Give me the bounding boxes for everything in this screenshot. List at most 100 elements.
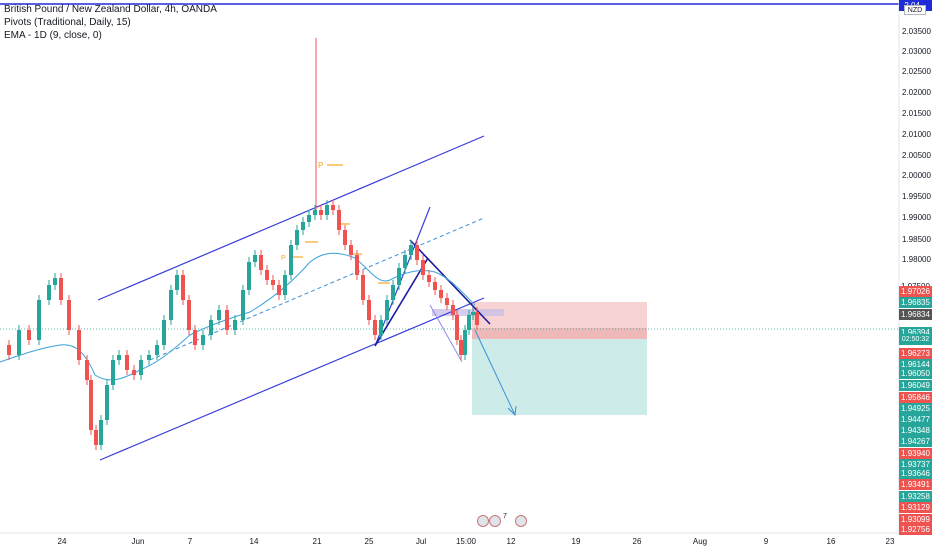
candle-body bbox=[27, 330, 31, 340]
candle-body bbox=[162, 320, 166, 345]
price-tag: 1.93129 bbox=[899, 502, 932, 513]
candle-body bbox=[147, 355, 151, 360]
price-tag: 1.96394 bbox=[899, 327, 932, 338]
price-tag: 1.93940 bbox=[899, 448, 932, 459]
candle-body bbox=[355, 255, 359, 275]
candle-body bbox=[379, 320, 383, 335]
price-tag: 1.93099 bbox=[899, 514, 932, 525]
candle-body bbox=[319, 210, 323, 215]
price-tag: 1.94925 bbox=[899, 403, 932, 414]
pattern-line-2[interactable] bbox=[374, 257, 429, 347]
candle-body bbox=[307, 215, 311, 222]
candle-body bbox=[225, 310, 229, 330]
price-tag: 1.97026 bbox=[899, 286, 932, 297]
candle-body bbox=[265, 270, 269, 280]
channel-upper-line[interactable] bbox=[97, 135, 485, 301]
pivot-label-2: P bbox=[281, 255, 286, 262]
candle-body bbox=[59, 278, 63, 300]
candle-body bbox=[47, 285, 51, 300]
candle-body bbox=[385, 300, 389, 320]
time-axis-label: Aug bbox=[692, 537, 708, 546]
candle-body bbox=[99, 420, 103, 445]
time-axis-label: Jul bbox=[415, 537, 427, 546]
event-flag-icon[interactable] bbox=[489, 515, 501, 527]
projection-line[interactable] bbox=[429, 304, 463, 363]
price-axis-label: 2.01000 bbox=[902, 130, 931, 139]
symbol-title[interactable]: British Pound / New Zealand Dollar, 4h, … bbox=[4, 4, 217, 15]
event-flag-icon[interactable] bbox=[515, 515, 527, 527]
candlestick-series[interactable] bbox=[7, 200, 479, 450]
price-tag: 1.93646 bbox=[899, 468, 932, 479]
candle-body bbox=[471, 312, 475, 315]
pattern-line-1[interactable] bbox=[374, 206, 431, 347]
candle-body bbox=[105, 385, 109, 420]
currency-tag[interactable]: NZD bbox=[904, 5, 926, 15]
pivot-label-1: P bbox=[318, 161, 323, 170]
candle-body bbox=[175, 275, 179, 290]
candle-body bbox=[77, 330, 81, 360]
time-axis-label: 24 bbox=[57, 537, 67, 546]
candle-body bbox=[111, 360, 115, 385]
price-axis-label: 2.02000 bbox=[902, 88, 931, 97]
candle-body bbox=[85, 360, 89, 380]
candle-body bbox=[253, 255, 257, 262]
candle-body bbox=[433, 282, 437, 290]
candle-body bbox=[241, 290, 245, 320]
candle-body bbox=[37, 300, 41, 340]
candle-body bbox=[295, 230, 299, 245]
time-axis-label: 19 bbox=[571, 537, 581, 546]
price-tag: 1.93258 bbox=[899, 491, 932, 502]
candle-body bbox=[7, 345, 11, 355]
candle-body bbox=[301, 222, 305, 230]
candle-body bbox=[247, 262, 251, 290]
candle-body bbox=[277, 285, 281, 295]
price-axis-label: 1.98500 bbox=[902, 235, 931, 244]
stop-zone[interactable] bbox=[472, 328, 647, 339]
candle-body bbox=[283, 275, 287, 295]
time-axis-label: Jun bbox=[131, 537, 145, 546]
candle-body bbox=[193, 330, 197, 345]
candle-body bbox=[289, 245, 293, 275]
price-tag: 1.96144 bbox=[899, 359, 932, 370]
candle-body bbox=[89, 380, 93, 430]
ema-indicator-label[interactable]: EMA - 1D (9, close, 0) bbox=[4, 30, 102, 41]
candle-body bbox=[169, 290, 173, 320]
candle-body bbox=[403, 255, 407, 268]
long-target-zone[interactable] bbox=[472, 339, 647, 415]
candle-body bbox=[337, 210, 341, 230]
candle-body bbox=[409, 245, 413, 255]
candle-body bbox=[209, 320, 213, 335]
candle-body bbox=[391, 285, 395, 300]
candle-body bbox=[155, 345, 159, 355]
time-axis-label: 26 bbox=[632, 537, 642, 546]
channel-mid-line[interactable] bbox=[149, 217, 485, 361]
candle-body bbox=[467, 315, 471, 330]
price-tag: 1.96273 bbox=[899, 348, 932, 359]
candle-body bbox=[17, 330, 21, 355]
candle-body bbox=[233, 320, 237, 330]
candle-body bbox=[94, 430, 98, 445]
entry-band[interactable] bbox=[432, 309, 504, 316]
price-axis-label: 2.03500 bbox=[902, 27, 931, 36]
price-axis-label: 2.02500 bbox=[902, 67, 931, 76]
candle-body bbox=[53, 278, 57, 285]
projection-arrow[interactable] bbox=[474, 329, 516, 416]
candle-body bbox=[187, 300, 191, 330]
candle-body bbox=[397, 268, 401, 285]
time-axis-label: 25 bbox=[364, 537, 374, 546]
candle-body bbox=[439, 290, 443, 298]
price-axis-label: 2.00500 bbox=[902, 151, 931, 160]
candle-body bbox=[259, 255, 263, 270]
time-axis-label: 16 bbox=[826, 537, 836, 546]
time-axis-label: 23 bbox=[885, 537, 895, 546]
time-axis-label: 15:00 bbox=[455, 537, 477, 546]
price-tag: 1.94267 bbox=[899, 436, 932, 447]
candle-body bbox=[67, 300, 71, 330]
event-flag-icon[interactable] bbox=[477, 515, 489, 527]
pivots-indicator-label[interactable]: Pivots (Traditional, Daily, 15) bbox=[4, 17, 131, 28]
channel-lower-line[interactable] bbox=[99, 297, 485, 461]
candle-body bbox=[349, 245, 353, 255]
bar-countdown: 02:50:32 bbox=[899, 334, 932, 345]
candle-body bbox=[361, 275, 365, 300]
